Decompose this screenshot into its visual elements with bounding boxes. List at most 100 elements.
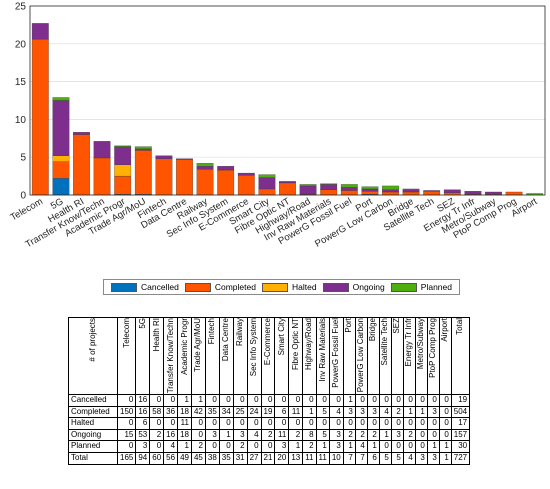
table-cell: 1 — [177, 394, 192, 407]
table-cell: 8 — [302, 428, 317, 442]
table-cell: 0 — [116, 394, 137, 407]
table-cell: 3 — [366, 405, 380, 419]
legend-item-completed: Completed — [184, 282, 256, 292]
table-cell: 3 — [414, 451, 428, 465]
y-tick-label: 25 — [15, 2, 27, 13]
table-cell: 4 — [402, 451, 416, 465]
table-cell: 5 — [315, 428, 330, 442]
y-tick-label: 15 — [15, 77, 27, 88]
legend-item-ongoing: Ongoing — [322, 282, 385, 292]
table-cell: 1 — [438, 451, 452, 465]
table-cell: 727 — [450, 451, 471, 465]
bar-segment-completed — [93, 157, 111, 196]
table-cell: 165 — [116, 451, 137, 465]
table-cell: 34 — [218, 405, 234, 419]
bar-segment-planned — [196, 163, 214, 167]
table-cell: 1 — [302, 405, 317, 419]
table-cell: 21 — [260, 451, 276, 465]
table-cell: 2 — [232, 440, 248, 453]
bar-segment-ongoing — [93, 141, 111, 159]
table-cell: 4 — [163, 440, 179, 453]
bar-segment-ongoing — [258, 177, 276, 190]
table-cell: 5 — [315, 405, 330, 419]
table-cell: 15 — [116, 428, 137, 442]
bar-segment-completed — [505, 191, 523, 196]
table-cell: 3 — [354, 405, 368, 419]
legend-label: Completed — [214, 282, 256, 292]
table-cell: 0 — [426, 417, 440, 430]
legend: Cancelled Completed Halted Ongoing Planned — [103, 279, 460, 295]
bar-segment-ongoing — [237, 172, 255, 176]
table-row-label: Planned — [68, 440, 118, 453]
table-cell: 3 — [135, 440, 151, 453]
table-cell: 0 — [246, 394, 262, 407]
table-cell: 3 — [342, 405, 356, 419]
table-cell: 49 — [177, 451, 192, 465]
table-cell: 2 — [354, 428, 368, 442]
table-cell: 31 — [232, 451, 248, 465]
column-header-label: Data Centre — [221, 318, 231, 362]
table-cell: 35 — [218, 451, 234, 465]
bar-segment-completed — [258, 188, 276, 196]
table-column-header: E-Commerce — [260, 317, 276, 395]
table-cell: 7 — [342, 451, 356, 465]
bar-segment-ongoing — [361, 188, 379, 192]
table-cell: 16 — [135, 394, 151, 407]
table-cell: 0 — [288, 417, 304, 430]
table-cell: 0 — [414, 394, 428, 407]
bar-segment-ongoing — [196, 166, 214, 170]
legend-label: Planned — [420, 282, 452, 292]
bars — [31, 23, 544, 196]
table-cell: 0 — [328, 394, 344, 407]
table-cell: 16 — [163, 428, 179, 442]
table-column-header: Data Centre — [218, 317, 234, 395]
column-header-label: PowerG Low Carbon — [356, 318, 366, 393]
table-cell: 3 — [390, 428, 404, 442]
y-tick-label: 10 — [15, 115, 27, 126]
table-cell: 1 — [378, 428, 392, 442]
table-cell: 53 — [135, 428, 151, 442]
table-cell: 94 — [135, 451, 151, 465]
bar-segment-ongoing — [134, 148, 152, 151]
legend-swatch — [111, 282, 138, 292]
legend-item-planned: Planned — [390, 282, 452, 292]
bar-segment-ongoing — [382, 189, 399, 193]
bar-segment-completed — [134, 150, 152, 195]
table-cell: 0 — [246, 440, 262, 453]
table-cell: 45 — [190, 451, 206, 465]
table-cell: 0 — [246, 417, 262, 430]
bar-segment-completed — [196, 169, 214, 196]
table-cell: 0 — [390, 440, 404, 453]
column-header-label: Total — [455, 318, 465, 335]
table-column-header: Metro/Subway — [414, 317, 428, 395]
table-cell: 0 — [260, 394, 276, 407]
column-header-label: Academic Progr — [179, 318, 189, 375]
table-column-header: Trade Agr/MoU — [190, 317, 206, 395]
bar-segment-planned — [382, 185, 399, 190]
table-row-label: Completed — [68, 405, 118, 419]
table-column-header: Fibre Optic NT — [288, 317, 304, 395]
table-cell: 3 — [426, 451, 440, 465]
table-cell: 42 — [190, 405, 206, 419]
column-header-label: Sec Info System — [249, 318, 259, 377]
y-tick-label: 0 — [20, 191, 26, 202]
legend-label: Cancelled — [141, 282, 179, 292]
table-body: Cancelled 0 16 0 0 1 1 0 0 0 0 0 0 0 0 0 0 1 0 0 0 0 0 0 0 0 19 Com… — [68, 394, 471, 465]
column-header-label: SEZ — [392, 318, 402, 334]
table-cell: 0 — [288, 394, 304, 407]
bar-segment-ongoing — [114, 146, 132, 165]
table-cell: 1 — [342, 440, 356, 453]
table-cell: 2 — [288, 428, 304, 442]
legend-swatch — [184, 282, 211, 292]
table-cell: 6 — [274, 405, 290, 419]
table-cell: 2 — [342, 428, 356, 442]
table-cell: 11 — [274, 428, 290, 442]
table-column-header: PtoP Comp Prog — [426, 317, 440, 395]
table-cell: 0 — [390, 417, 404, 430]
table-cell: 0 — [402, 394, 416, 407]
table-column-header: Port — [342, 317, 356, 395]
column-header-label: Railway — [235, 318, 245, 347]
table-cell: 11 — [177, 417, 192, 430]
bar-segment-ongoing — [443, 189, 461, 193]
